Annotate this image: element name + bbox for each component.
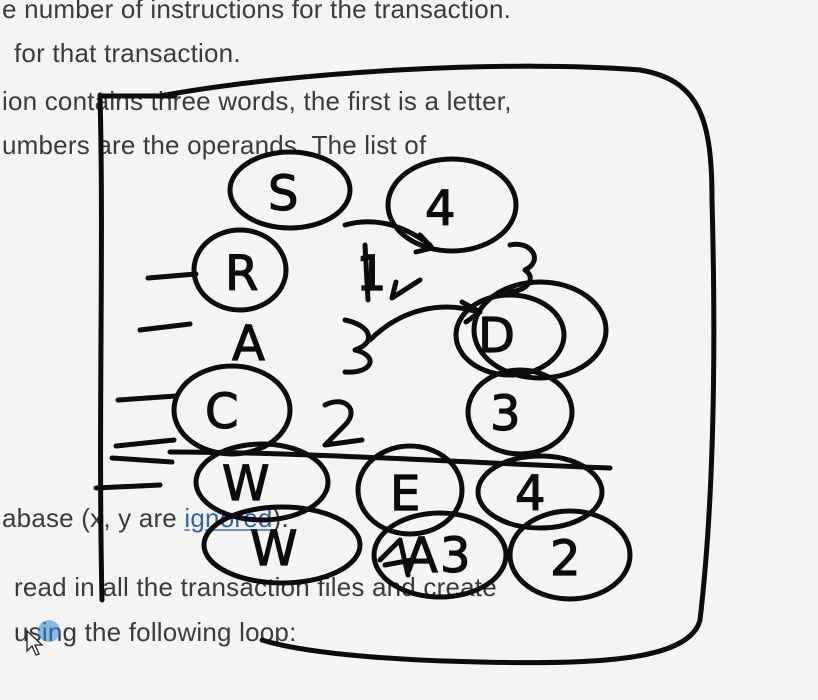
ink-letter-3: 3 (490, 386, 521, 442)
ink-circle-w1 (193, 441, 331, 523)
doc-line-3: ion contains three words, the first is a… (2, 86, 512, 116)
ink-letter-r: R (225, 246, 258, 302)
ink-circle-a3 (371, 510, 509, 600)
ink-letter-s: S (268, 166, 298, 222)
ink-letter-1: 1 (356, 246, 387, 302)
doc-line-1: e number of instructions for the transac… (2, 0, 512, 24)
ink-dash-3 (115, 393, 179, 403)
ink-vertical-1 (362, 242, 371, 303)
ink-dash-5 (109, 455, 175, 465)
ink-letter-w2: W (250, 521, 297, 577)
ink-circle-3 (465, 367, 575, 457)
ink-circle-2 (507, 508, 633, 602)
ink-cross-line (167, 449, 613, 471)
ink-arrow-2 (367, 299, 483, 343)
ink-circle-e (355, 443, 465, 537)
ink-scribble-right (502, 241, 537, 294)
ink-circle-4 (385, 156, 519, 254)
ink-circle-d-outer (471, 279, 609, 381)
ink-letter-a2: A (405, 528, 438, 584)
ink-letter-w1: W (222, 456, 269, 512)
doc-line-6: read in all the transaction files and cr… (14, 572, 497, 602)
ink-letter-3b: 3 (440, 528, 471, 584)
ink-letter-4b: 4 (515, 466, 546, 522)
doc-line-2: for that transaction. (14, 38, 241, 68)
ink-arrow-1 (342, 219, 435, 255)
ink-letter-d: D (478, 308, 515, 364)
annotation-box-left (97, 92, 105, 603)
doc-line-7: using the following loop: (14, 617, 297, 647)
ink-scribble-2 (322, 399, 365, 448)
ink-scribble-3 (342, 317, 373, 375)
mouse-pointer-icon (26, 629, 44, 656)
ink-dash-4 (113, 437, 177, 449)
click-indicator (38, 620, 60, 642)
ink-circle-s (227, 149, 353, 231)
ink-letter-c: C (205, 384, 239, 440)
ink-circle-4b (475, 453, 605, 531)
ink-letter-a: A (232, 316, 265, 372)
ink-circle-w2 (201, 504, 363, 586)
ink-letter-e: E (390, 466, 420, 522)
ink-letter-2: 2 (550, 531, 581, 587)
ink-arrow-3 (389, 277, 423, 301)
ink-letter-4: 4 (425, 181, 456, 237)
annotation-box-outline (157, 63, 717, 666)
ink-dash-2 (137, 321, 193, 333)
ink-scribble-bottom (377, 537, 415, 578)
ink-dash-1 (145, 271, 199, 281)
ink-circle-r (191, 227, 289, 313)
doc-line-4: umbers are the operands. The list of (2, 130, 427, 160)
ink-dash-6 (93, 482, 163, 491)
